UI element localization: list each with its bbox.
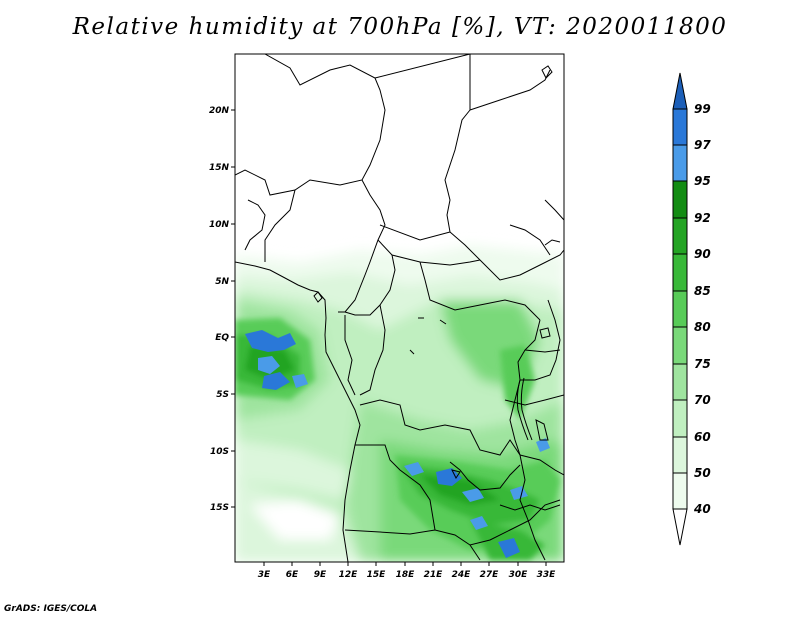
lon-tick-label: 9E [314,570,327,580]
lon-tick-label: 3E [258,570,271,580]
colorbar [672,72,688,546]
colorbar-label: 40 [693,502,711,516]
colorbar-box [672,326,688,365]
lat-tick-label: EQ [215,333,229,343]
colorbar-box [672,363,688,401]
colorbar-label: 60 [694,430,711,444]
lon-tick-label: 21E [424,570,444,580]
colorbar-label: 70 [694,393,711,407]
colorbar-label: 92 [694,211,711,225]
colorbar-box [672,399,688,438]
lon-tick-label: 6E [286,570,299,580]
lat-tick-label: 5S [216,390,229,400]
colorbar-label: 85 [694,284,711,298]
colorbar-label: 95 [694,174,711,188]
lat-tick-label: 10S [210,447,229,457]
colorbar-box [672,108,688,146]
longitude-axis [263,562,547,566]
lon-tick-label: 12E [339,570,359,580]
colorbar-label: 97 [694,138,711,152]
lon-tick-label: 30E [509,570,529,580]
lon-tick-label: 33E [537,570,557,580]
lat-tick-label: 20N [209,106,230,116]
colorbar-label: 50 [694,466,711,480]
lat-tick-label: 5N [215,277,229,287]
map-title: Relative humidity at 700hPa [%], VT: 202… [72,14,728,40]
lon-tick-label: 24E [452,570,472,580]
colorbar-top-arrow [672,72,688,110]
humidity-field [235,245,564,562]
colorbar-box [672,472,688,510]
colorbar-box [672,290,688,328]
lon-tick-label: 27E [480,570,500,580]
lat-tick-label: 10N [209,220,230,230]
colorbar-box [672,144,688,182]
colorbar-label: 75 [694,357,711,371]
colorbar-box [672,253,688,292]
credit-text: GrADS: IGES/COLA [4,604,98,614]
colorbar-label: 80 [694,320,711,334]
colorbar-box [672,180,688,219]
country-borders [235,54,564,562]
lat-tick-label: 15S [210,503,229,513]
colorbar-bottom-arrow [672,508,688,546]
lat-tick-label: 15N [209,163,230,173]
lon-tick-label: 15E [367,570,387,580]
colorbar-box [672,217,688,255]
colorbar-label: 99 [694,102,711,116]
colorbar-box [672,436,688,474]
map-frame [234,53,565,563]
lon-tick-label: 18E [396,570,416,580]
colorbar-label: 90 [694,247,711,261]
latitude-axis [231,109,235,508]
